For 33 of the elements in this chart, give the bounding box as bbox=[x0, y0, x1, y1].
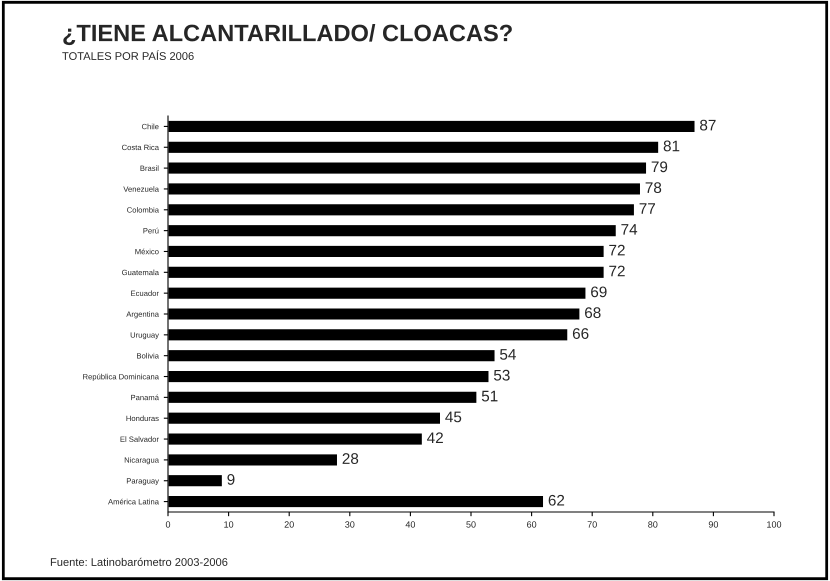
x-tick-label: 70 bbox=[588, 521, 597, 528]
x-tick-label: 50 bbox=[466, 521, 476, 528]
x-tick-label: 0 bbox=[166, 521, 170, 528]
x-tick-label: 30 bbox=[345, 521, 354, 528]
data-label: 68 bbox=[585, 307, 601, 318]
x-tick-label: 60 bbox=[527, 521, 536, 528]
x-tick-label: 40 bbox=[406, 521, 416, 528]
data-label: 69 bbox=[591, 286, 607, 298]
data-label: 72 bbox=[609, 266, 625, 276]
data-label: 79 bbox=[652, 161, 668, 172]
data-label: 9 bbox=[227, 474, 234, 485]
data-label: 81 bbox=[664, 140, 680, 152]
chart-subtitle: TOTALES POR PAÍS 2006 bbox=[62, 50, 194, 60]
x-tick-label: 80 bbox=[648, 521, 658, 528]
data-label: 51 bbox=[482, 390, 498, 402]
data-label: 77 bbox=[640, 203, 656, 214]
x-tick-label: 20 bbox=[284, 521, 294, 528]
x-tick-label: 90 bbox=[708, 521, 718, 528]
data-label: 54 bbox=[500, 349, 516, 360]
data-label: 87 bbox=[700, 120, 716, 131]
chart-title: ¿TIENE ALCANTARILLADO/ CLOACAS? bbox=[63, 24, 512, 46]
data-label: 42 bbox=[427, 432, 443, 444]
x-tick-label: 100 bbox=[767, 521, 782, 528]
data-label: 72 bbox=[609, 244, 625, 256]
data-label: 66 bbox=[572, 328, 588, 339]
x-tick-label: 10 bbox=[224, 521, 234, 528]
data-label: 45 bbox=[445, 412, 462, 422]
data-label: 78 bbox=[646, 182, 662, 194]
data-label: 53 bbox=[494, 370, 510, 381]
source-note: Fuente: Latinobarómetro 2003-2006 bbox=[50, 558, 228, 566]
data-label: 74 bbox=[621, 224, 638, 235]
data-label: 62 bbox=[548, 494, 564, 506]
data-label: 28 bbox=[342, 453, 358, 464]
